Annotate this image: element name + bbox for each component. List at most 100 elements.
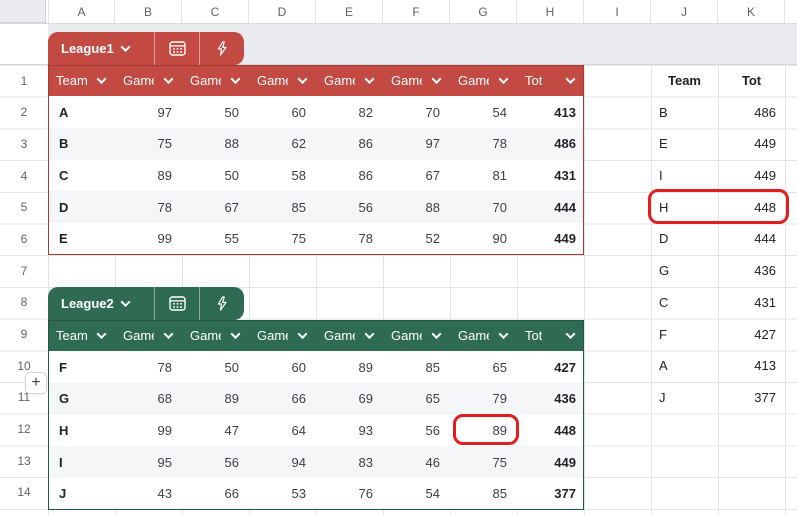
table2-cell-g-game2[interactable]: 89: [224, 391, 239, 407]
table1-cell-e-game3[interactable]: 75: [291, 231, 306, 247]
table2-grid-view-button[interactable]: [155, 287, 199, 320]
row-header-2[interactable]: 2: [20, 105, 28, 120]
table1-cell-d-game4[interactable]: 56: [358, 199, 373, 215]
table1-cell-b-game4[interactable]: 86: [358, 136, 373, 152]
table2-header-game-2[interactable]: Game: [182, 320, 249, 352]
table1-cell-e-game6[interactable]: 90: [492, 231, 507, 247]
table1-cell-c-game3[interactable]: 58: [291, 168, 306, 184]
side-list-cell-total[interactable]: 413: [754, 358, 776, 374]
table2-cell-h-game3[interactable]: 64: [291, 423, 306, 439]
table2-cell-j-game2[interactable]: 66: [224, 486, 239, 502]
table1-cell-e-game2[interactable]: 55: [224, 231, 239, 247]
row-header-9[interactable]: 9: [20, 327, 28, 342]
column-header-d[interactable]: D: [249, 0, 316, 23]
table1-cell-c-game1[interactable]: 89: [157, 168, 172, 184]
table2-cell-g-game3[interactable]: 66: [291, 391, 306, 407]
table2-cell-h-team[interactable]: H: [59, 423, 69, 439]
table1-cell-b-game6[interactable]: 78: [492, 136, 507, 152]
table2-cell-f-team[interactable]: F: [59, 359, 67, 375]
table1-grid-view-button[interactable]: [155, 32, 199, 65]
table2-cell-i-game1[interactable]: 95: [157, 454, 172, 470]
table2-header-game-3[interactable]: Game: [249, 320, 316, 352]
table2-cell-h-game4[interactable]: 93: [358, 423, 373, 439]
table2-cell-f-game1[interactable]: 78: [157, 359, 172, 375]
table1-cell-a-team[interactable]: A: [59, 104, 69, 120]
side-list-cell-team[interactable]: F: [659, 326, 667, 342]
table2-header-game-5[interactable]: Game: [383, 320, 450, 352]
table1-cell-b-total[interactable]: 486: [554, 136, 576, 152]
side-list-cell-total[interactable]: 431: [754, 294, 776, 310]
table1-cell-a-total[interactable]: 413: [554, 104, 576, 120]
table1-cell-e-team[interactable]: E: [59, 231, 68, 247]
table2-cell-g-game5[interactable]: 65: [425, 391, 440, 407]
table1-cell-d-game5[interactable]: 88: [425, 199, 440, 215]
column-header-j[interactable]: J: [651, 0, 718, 23]
column-header-b[interactable]: B: [115, 0, 182, 23]
side-list-cell-team[interactable]: H: [659, 199, 669, 215]
table1-cell-a-game6[interactable]: 54: [492, 104, 507, 120]
side-list-header-tot[interactable]: Tot: [741, 73, 762, 89]
row-header-13[interactable]: 13: [17, 453, 31, 468]
table2-tab-menu[interactable]: League2: [48, 287, 154, 320]
table1-cell-b-team[interactable]: B: [59, 136, 69, 152]
table2-cell-j-game5[interactable]: 54: [425, 486, 440, 502]
table1-cell-c-team[interactable]: C: [59, 168, 69, 184]
side-list-cell-total[interactable]: 377: [754, 389, 776, 405]
side-list-cell-total[interactable]: 449: [754, 168, 776, 184]
table1-cell-b-game5[interactable]: 97: [425, 136, 440, 152]
row-header-10[interactable]: 10: [17, 358, 31, 373]
table1-cell-e-total[interactable]: 449: [554, 231, 576, 247]
table2-cell-j-game4[interactable]: 76: [358, 486, 373, 502]
table2-cell-g-game4[interactable]: 69: [358, 391, 373, 407]
table1-cell-b-game3[interactable]: 62: [291, 136, 306, 152]
column-header-h[interactable]: H: [517, 0, 584, 23]
table1-header-game-4[interactable]: Game: [316, 65, 383, 97]
column-header-g[interactable]: G: [450, 0, 517, 23]
side-list-cell-total[interactable]: 427: [754, 326, 776, 342]
column-header-i[interactable]: I: [584, 0, 651, 23]
table1-cell-a-game5[interactable]: 70: [425, 104, 440, 120]
table2-bolt-button[interactable]: [200, 287, 244, 320]
table2-cell-f-game5[interactable]: 85: [425, 359, 440, 375]
table1-cell-b-game1[interactable]: 75: [157, 136, 172, 152]
side-list-cell-total[interactable]: 436: [754, 263, 776, 279]
table1-cell-a-game3[interactable]: 60: [291, 104, 306, 120]
side-list-cell-team[interactable]: E: [659, 136, 668, 152]
table2-cell-h-game6[interactable]: 89: [492, 423, 507, 439]
table1-header-game-6[interactable]: Game: [450, 65, 517, 97]
table1-cell-e-game5[interactable]: 52: [425, 231, 440, 247]
table2-cell-f-game2[interactable]: 50: [224, 359, 239, 375]
side-list-cell-team[interactable]: I: [659, 168, 663, 184]
side-list-cell-team[interactable]: C: [659, 294, 669, 310]
side-list-cell-team[interactable]: A: [659, 358, 668, 374]
table2-cell-g-team[interactable]: G: [59, 391, 70, 407]
table2-cell-f-game3[interactable]: 60: [291, 359, 306, 375]
table2-cell-j-game6[interactable]: 85: [492, 486, 507, 502]
row-header-1[interactable]: 1: [20, 73, 28, 88]
side-list-cell-total[interactable]: 486: [754, 104, 776, 120]
table2-header-game-4[interactable]: Game: [316, 320, 383, 352]
row-header-3[interactable]: 3: [20, 136, 28, 151]
table1-cell-b-game2[interactable]: 88: [224, 136, 239, 152]
table1-cell-d-team[interactable]: D: [59, 199, 69, 215]
table2-header-game-6[interactable]: Game: [450, 320, 517, 352]
side-list-cell-total[interactable]: 444: [754, 231, 776, 247]
row-header-8[interactable]: 8: [20, 295, 28, 310]
table1-header-team-0[interactable]: Team: [48, 65, 115, 97]
table1-cell-c-total[interactable]: 431: [554, 168, 576, 184]
table2-header-tot-7[interactable]: Tot: [517, 320, 584, 352]
table2-cell-h-game2[interactable]: 47: [224, 423, 239, 439]
side-list-cell-total[interactable]: 449: [754, 136, 776, 152]
table2-cell-h-game1[interactable]: 99: [157, 423, 172, 439]
table2-cell-i-game4[interactable]: 83: [358, 454, 373, 470]
table1-cell-c-game5[interactable]: 67: [425, 168, 440, 184]
row-header-14[interactable]: 14: [17, 485, 31, 500]
table2-cell-g-game6[interactable]: 79: [492, 391, 507, 407]
table2-cell-j-game3[interactable]: 53: [291, 486, 306, 502]
column-header-a[interactable]: A: [48, 0, 115, 23]
table2-cell-i-game2[interactable]: 56: [224, 454, 239, 470]
table1-cell-e-game1[interactable]: 99: [157, 231, 172, 247]
table1-cell-d-total[interactable]: 444: [554, 199, 576, 215]
add-rows-button[interactable]: +: [25, 372, 47, 394]
table1-header-game-1[interactable]: Game: [115, 65, 182, 97]
